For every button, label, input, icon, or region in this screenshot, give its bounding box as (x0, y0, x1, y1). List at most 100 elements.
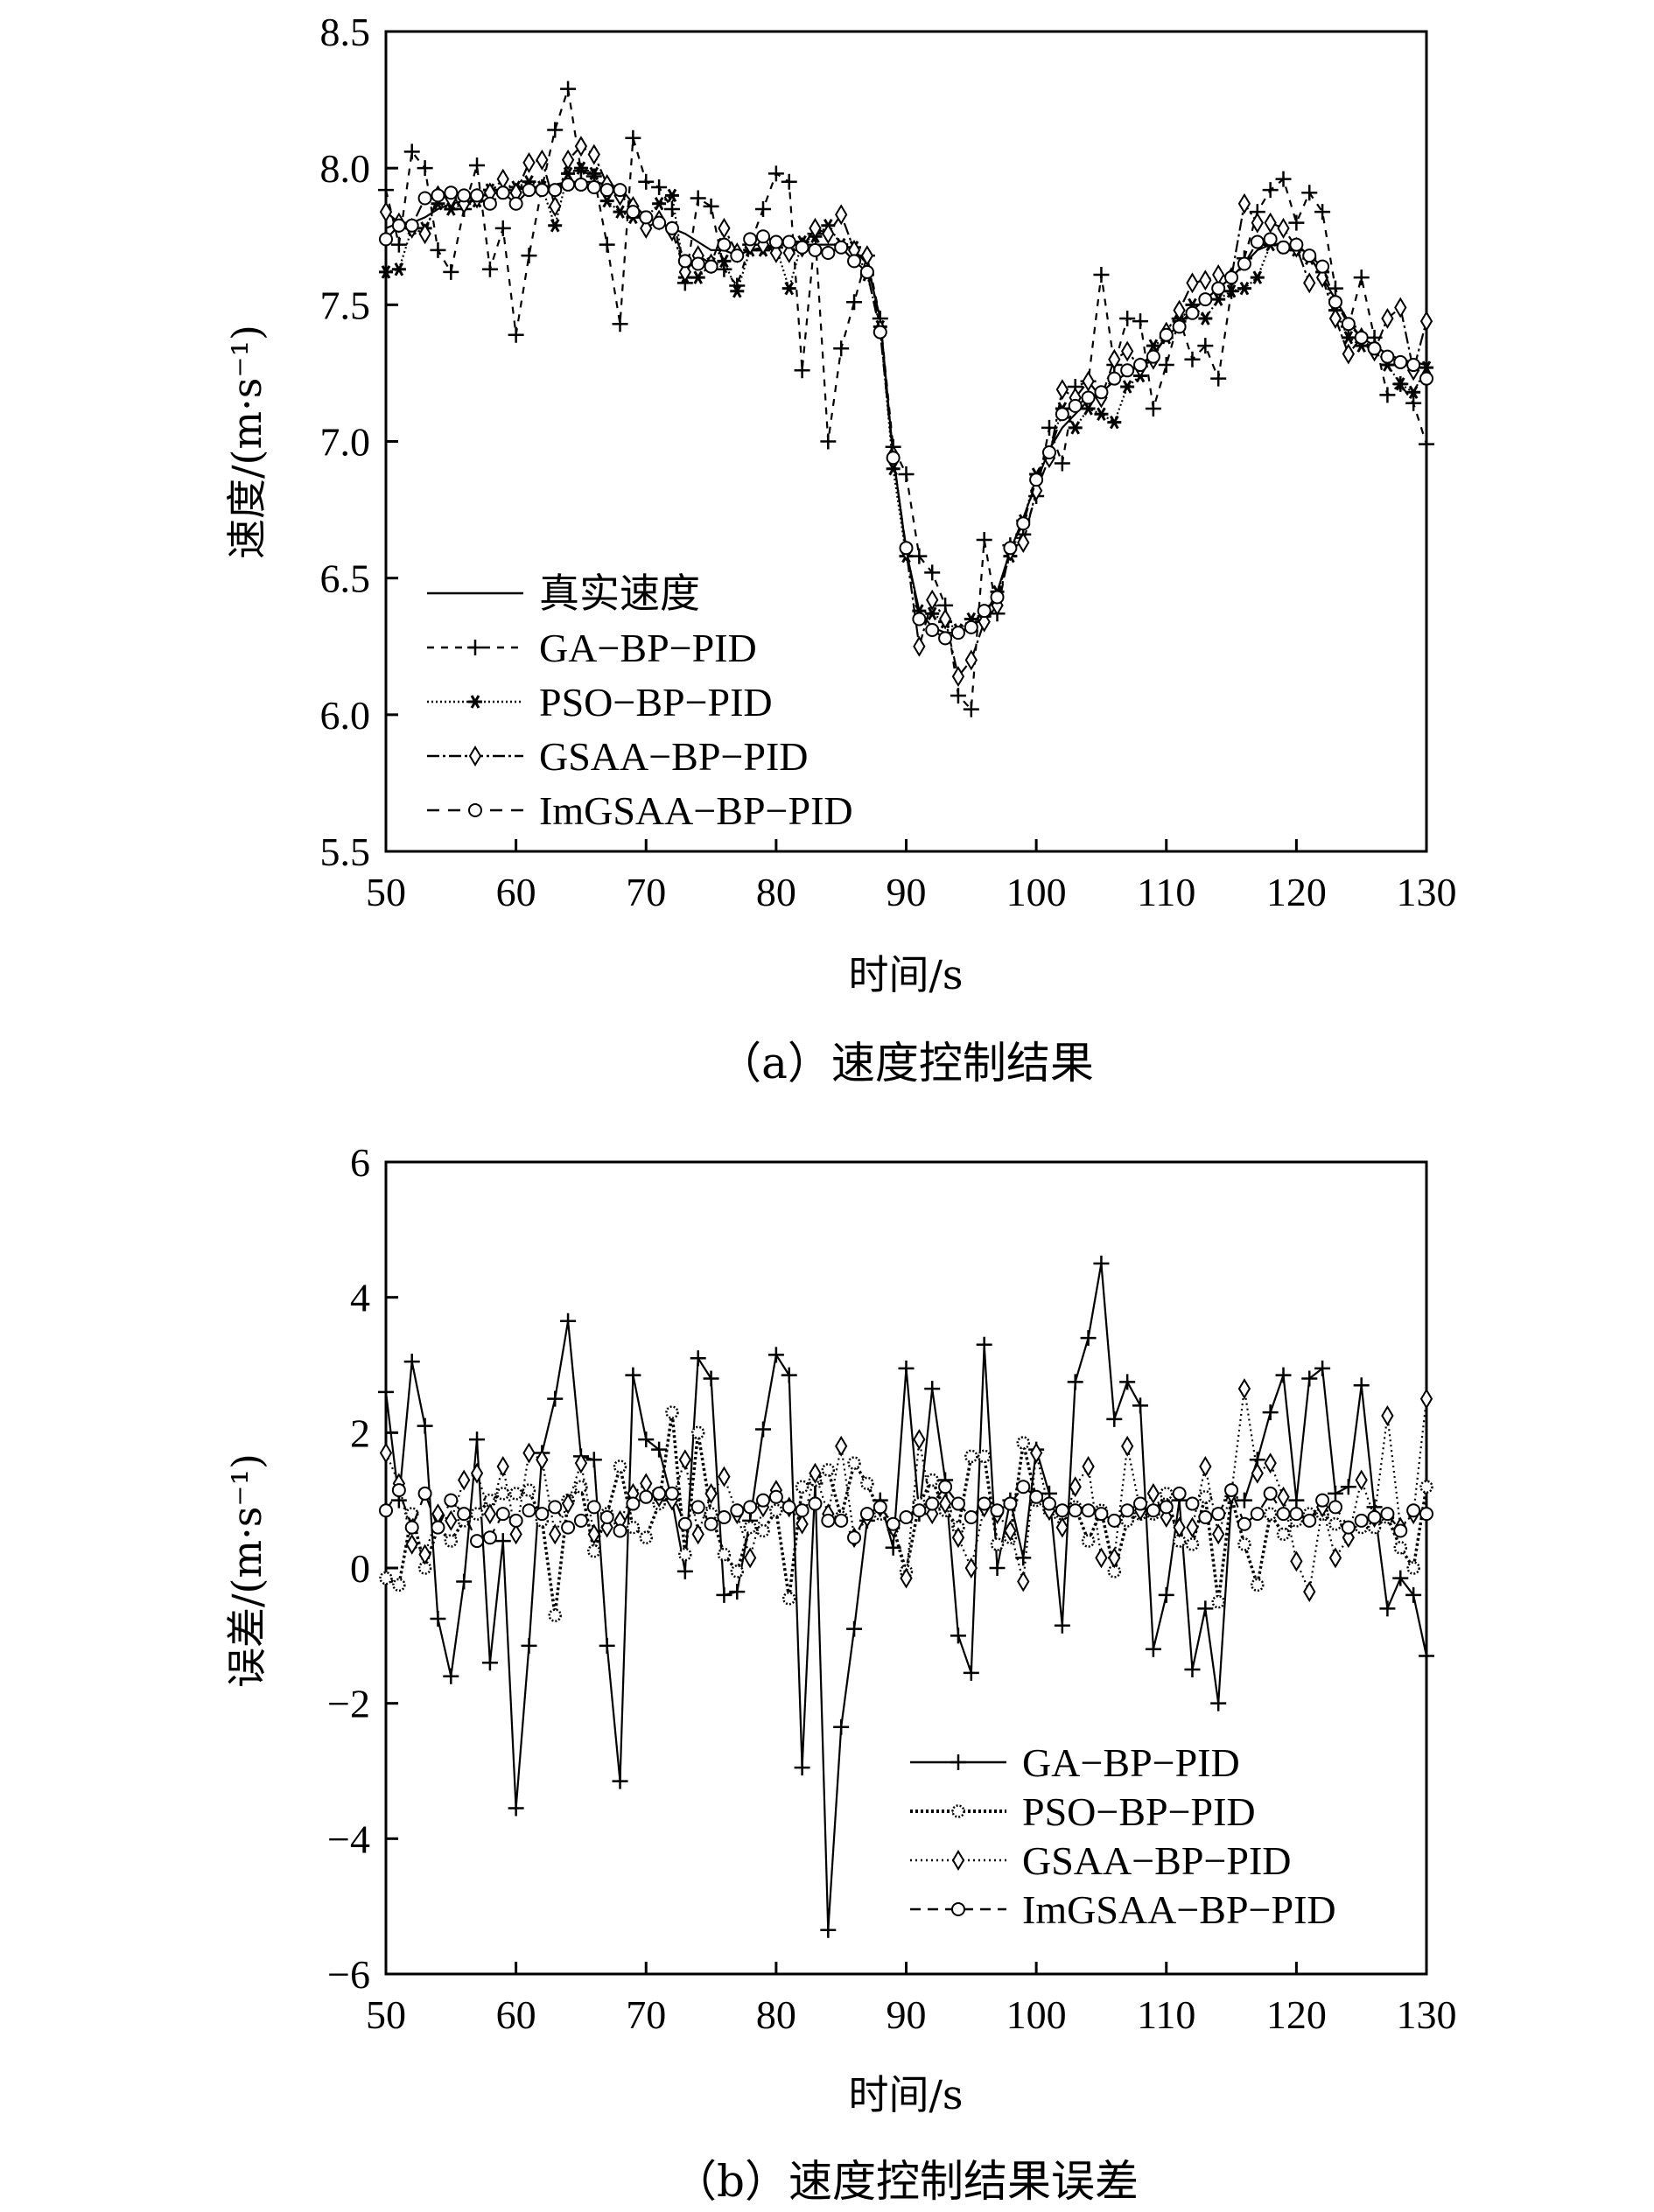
chart-a-series-3-point (587, 144, 600, 165)
chart-a-series-4-point (950, 626, 965, 640)
chart-a-legend-label-3: GSAA−BP−PID (539, 734, 809, 779)
chart-b-series-3-point (859, 1507, 874, 1522)
chart-a-speed-control: 50 60 70 80 90 100 110 120 130 5.5 6.0 6.5 7.0 7.5 8.0… (223, 10, 1457, 1088)
chart-a-series-2-point (573, 161, 588, 175)
chart-b-legend-marker-1 (951, 1804, 965, 1818)
chart-a-series-4-point (977, 604, 992, 619)
chart-a-series-2-point (690, 270, 705, 284)
chart-a-series-4-point (1107, 371, 1122, 386)
chart-b-series-0-point (638, 1432, 655, 1448)
chart-b-series-2-point (718, 1466, 731, 1488)
chart-a-series-3-point (718, 217, 731, 239)
chart-b-series-1-point (821, 1463, 836, 1477)
chart-b-xlabel: 时间/s (848, 2071, 963, 2118)
chart-b-series-3-point (1224, 1483, 1239, 1498)
chart-b-series-3-point (1133, 1496, 1148, 1511)
chart-b-series-3-point (730, 1503, 745, 1518)
chart-a-series-3-point (640, 217, 653, 239)
chart-b-series-1-point (379, 1571, 393, 1586)
chart-a-series-4-point (781, 234, 796, 249)
chart-b-series-3-point (781, 1500, 796, 1515)
chart-b-series-0-point (1184, 1662, 1201, 1677)
chart-b-series-1-point (1016, 1436, 1031, 1450)
chart-b-series-3-point (768, 1489, 783, 1504)
chart-b-series-3-point (1211, 1507, 1226, 1522)
chart-b-series-2-point (587, 1523, 600, 1545)
chart-b-series-2-point (1212, 1523, 1225, 1545)
chart-a-series-1-point (1301, 185, 1318, 201)
chart-b-series-0-point (1262, 1404, 1279, 1421)
chart-b-series-0-point (1392, 1570, 1409, 1586)
chart-a-series-4-point (1068, 398, 1083, 413)
chart-b-series-3-point (1380, 1507, 1395, 1522)
chart-b-series-0-point (1080, 1330, 1097, 1347)
chart-b-ytick-label: 0 (350, 1546, 370, 1591)
chart-b-series-0-point (676, 1563, 693, 1579)
chart-a-xtick-label: 70 (626, 870, 666, 914)
chart-a-series-3-point (860, 245, 874, 267)
chart-a-series-4-point (1276, 240, 1291, 255)
chart-a-series-0-line (385, 180, 1427, 634)
chart-a-series-3-point (1082, 370, 1095, 392)
chart-a-series-3-point (1212, 264, 1225, 285)
chart-a-series-4-point (1341, 317, 1356, 332)
chart-a-series-4-point (613, 183, 627, 198)
chart-a-series-1-point (390, 236, 407, 253)
chart-a-series-4-point (1393, 354, 1408, 369)
chart-a-series-0 (385, 180, 1427, 634)
chart-a-series-4-point (417, 191, 432, 206)
chart-b-legend-marker-3 (951, 1902, 965, 1916)
chart-a-series-1-point (612, 316, 628, 332)
chart-a-series-4-point (470, 188, 485, 203)
chart-a-series-3-point (418, 223, 431, 245)
chart-b-legend-label-0: GA−BP−PID (1022, 1740, 1240, 1785)
chart-a-series-1-point (794, 362, 810, 379)
chart-a-series-1 (378, 80, 1434, 718)
chart-b-series-0-point (767, 1347, 784, 1363)
chart-b-series-2-point (496, 1456, 509, 1477)
chart-b-series-3-point (1029, 1489, 1044, 1504)
chart-b-series-3-point (508, 1513, 523, 1528)
chart-b-series-0-point (1288, 1492, 1305, 1508)
chart-a-series-4-point (508, 196, 523, 211)
chart-a-series-2-point (444, 202, 459, 216)
chart-a-series-4-point (561, 177, 576, 192)
chart-a-series-2-point (730, 284, 745, 298)
chart-b-series-2-point (691, 1523, 704, 1545)
chart-a-series-4-point (821, 245, 836, 260)
chart-a-series-3-point (1029, 480, 1043, 501)
chart-b-series-3-point (756, 1493, 771, 1508)
chart-b-series-0-point (403, 1354, 420, 1370)
chart-b-series-0 (378, 1256, 1434, 1938)
chart-a-xtick-label: 90 (887, 870, 927, 914)
chart-b-series-1-point (860, 1476, 874, 1491)
chart-b-series-0-point (898, 1360, 915, 1376)
chart-b-series-3-point (1185, 1496, 1200, 1511)
chart-a-series-3-point (1186, 272, 1199, 294)
chart-b-series-0-point (690, 1350, 706, 1367)
chart-a-series-2-point (1081, 402, 1096, 416)
chart-a-series-4-point (1328, 295, 1342, 310)
chart-b-series-3-point (599, 1510, 614, 1524)
chart-a-series-3-point (1419, 311, 1433, 332)
chart-b-series-3-point (677, 1516, 692, 1531)
chart-b-series-3-point (1198, 1510, 1213, 1524)
chart-a-series-3-point (1199, 270, 1212, 291)
chart-a-series-4-point (1055, 407, 1069, 422)
chart-a-ytick-label: 8.5 (320, 10, 371, 54)
chart-a-series-3-point (1328, 308, 1342, 329)
chart-a-series-2-point (1393, 377, 1408, 391)
chart-b-series-1-point (522, 1483, 536, 1497)
chart-b-series-3-point (1302, 1513, 1317, 1528)
chart-b-series-2-point (458, 1469, 471, 1491)
chart-b-series-3-point (1406, 1503, 1421, 1518)
chart-a-series-4-point (626, 205, 641, 220)
chart-a-series-1-point (1327, 280, 1343, 297)
chart-a-series-4-point (1120, 363, 1135, 378)
chart-b-series-0-point (1158, 1586, 1174, 1603)
chart-b-series-2-point (1237, 1378, 1251, 1400)
chart-a-series-2-point (586, 166, 601, 181)
chart-b-series-3-point (1250, 1507, 1265, 1522)
chart-b-series-3-point (1276, 1507, 1291, 1522)
chart-b-series-1-point (717, 1547, 732, 1562)
